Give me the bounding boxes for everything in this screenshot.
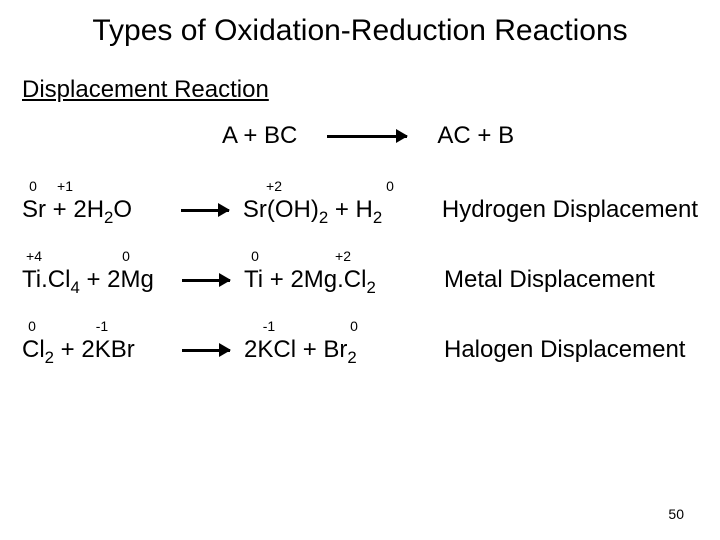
section-subtitle: Displacement Reaction	[22, 76, 698, 104]
arrow-icon	[182, 336, 230, 364]
oxidation-state: +1	[44, 178, 86, 196]
reaction-type-label: Halogen Displacement	[444, 336, 685, 364]
reaction-type-label: Hydrogen Displacement	[442, 196, 698, 224]
reactants: Ti.Cl4 + 2Mg	[22, 266, 182, 294]
oxidation-state: 0	[22, 178, 44, 196]
oxidation-state: 0	[22, 318, 42, 336]
oxidation-state: 0	[344, 318, 364, 336]
arrow-line	[327, 135, 407, 138]
oxidation-row: 0 -1 -1 0	[22, 318, 698, 336]
equation-row: Sr + 2H2O Sr(OH)2 + H2Hydrogen Displaceme…	[22, 196, 698, 224]
equation-row: Ti.Cl4 + 2Mg Ti + 2Mg.Cl2Metal Displaceme…	[22, 266, 698, 294]
oxidation-state: +4	[22, 248, 46, 266]
oxidation-state	[304, 178, 380, 196]
reaction-type-label: Metal Displacement	[444, 266, 655, 294]
equation-row: Cl2 + 2KBr 2KCl + Br2Halogen Displacement	[22, 336, 698, 364]
oxidation-state	[294, 318, 344, 336]
oxidation-row: +4 0 0 +2	[22, 248, 698, 266]
oxidation-state: -1	[92, 318, 112, 336]
reactants: Sr + 2H2O	[22, 196, 181, 224]
oxidation-state	[46, 248, 116, 266]
arrow-icon	[327, 122, 407, 150]
arrow-head-icon	[396, 129, 408, 143]
products: Ti + 2Mg.Cl2	[244, 266, 444, 294]
general-left: A + BC	[222, 122, 297, 150]
oxidation-state: -1	[244, 318, 294, 336]
products: 2KCl + Br2	[244, 336, 444, 364]
slide-title: Types of Oxidation-Reduction Reactions	[22, 14, 698, 48]
reactants: Cl2 + 2KBr	[22, 336, 182, 364]
oxidation-state: 0	[380, 178, 400, 196]
page-number: 50	[668, 506, 684, 522]
oxidation-state: +2	[244, 178, 304, 196]
general-right: AC + B	[437, 122, 514, 150]
oxidation-state: +2	[328, 248, 358, 266]
reaction-block: 0+1+20Sr + 2H2OSr(OH)2 + H2Hydrogen Disp…	[22, 178, 698, 224]
arrow-icon	[182, 266, 230, 294]
reaction-block: +4 0 0 +2 Ti.Cl4 + 2Mg Ti + 2Mg.Cl2Metal Disp…	[22, 248, 698, 294]
oxidation-state: 0	[116, 248, 136, 266]
reaction-block: 0-1-10Cl2 + 2KBr2KCl + Br2Halogen Displa…	[22, 318, 698, 364]
general-equation: A + BC AC + B	[222, 122, 698, 150]
arrow-icon	[181, 196, 229, 224]
oxidation-state	[42, 318, 92, 336]
oxidation-row: 0+1+20	[22, 178, 698, 196]
oxidation-state	[266, 248, 328, 266]
reaction-list: 0+1+20Sr + 2H2OSr(OH)2 + H2Hydrogen Disp…	[22, 178, 698, 364]
oxidation-state: 0	[244, 248, 266, 266]
products: Sr(OH)2 + H2	[243, 196, 442, 224]
